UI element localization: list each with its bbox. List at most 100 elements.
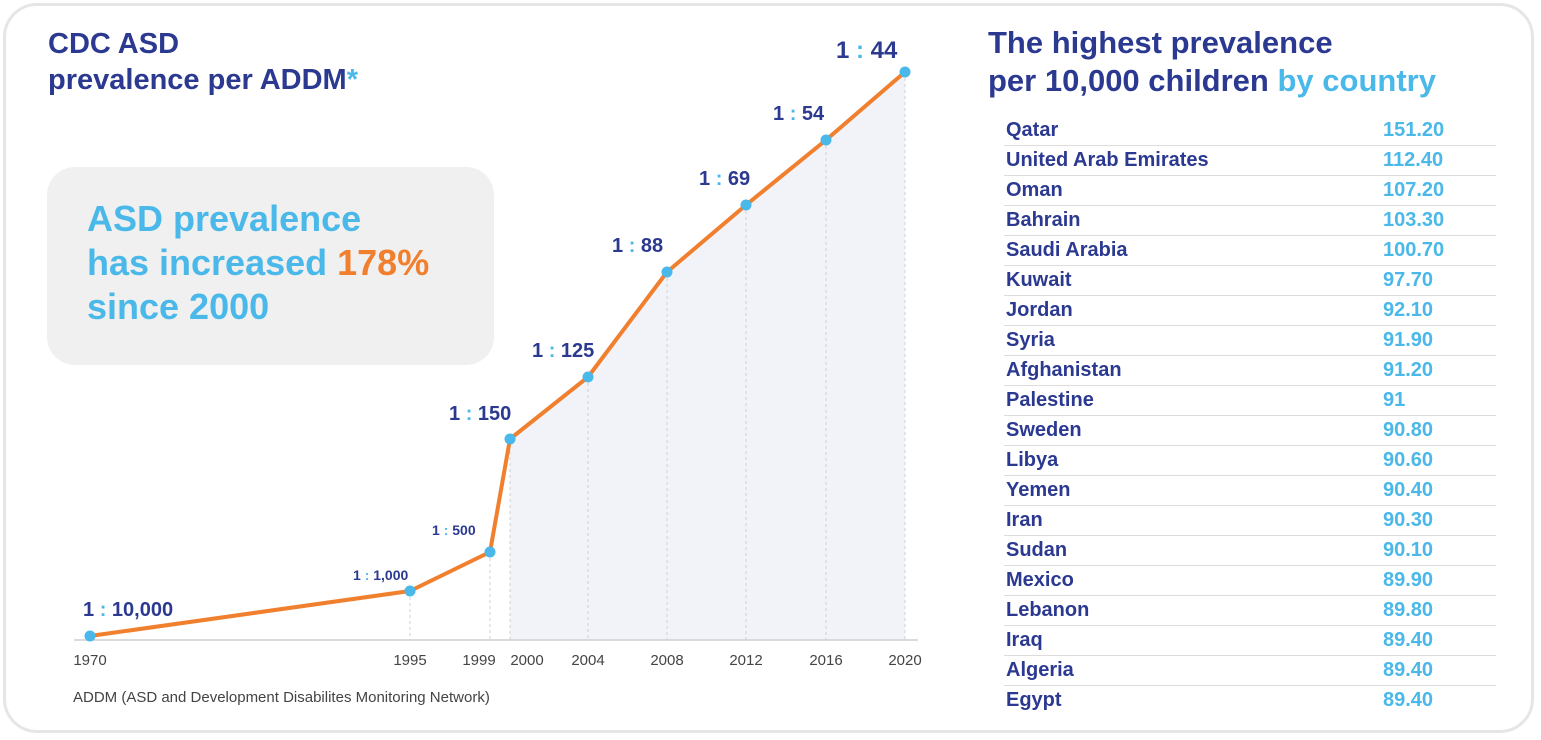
- country-name: Egypt: [1006, 689, 1062, 711]
- x-tick-label: 2008: [650, 652, 683, 669]
- x-tick-label: 1999: [462, 652, 495, 669]
- table-row: Algeria 89.40: [1004, 656, 1496, 686]
- table-row: Libya 90.60: [1004, 446, 1496, 476]
- data-point: [740, 199, 752, 211]
- prevalence-value: 89.90: [1383, 569, 1434, 591]
- data-label: 1 : 88: [612, 235, 663, 257]
- country-name: Yemen: [1006, 479, 1071, 501]
- x-tick-label: 2004: [571, 652, 604, 669]
- data-point: [404, 585, 416, 597]
- table-title-highlight: by country: [1277, 63, 1436, 98]
- prevalence-value: 89.40: [1383, 689, 1434, 711]
- table-row: Palestine 91: [1004, 386, 1496, 416]
- country-name: Sudan: [1006, 539, 1068, 561]
- country-name: Kuwait: [1006, 269, 1072, 291]
- data-point: [582, 371, 594, 383]
- country-name: Syria: [1006, 329, 1055, 351]
- country-name: Lebanon: [1006, 599, 1090, 621]
- country-name: Libya: [1006, 449, 1059, 471]
- x-tick-label: 2016: [809, 652, 842, 669]
- country-name: Palestine: [1006, 389, 1094, 411]
- table-row: Sweden 90.80: [1004, 416, 1496, 446]
- data-label: 1 : 1,000: [353, 567, 408, 583]
- prevalence-value: 100.70: [1383, 239, 1445, 261]
- data-label: 1 : 150: [449, 403, 511, 425]
- prevalence-value: 90.10: [1383, 539, 1434, 561]
- prevalence-value: 151.20: [1383, 119, 1445, 141]
- prevalence-value: 112.40: [1383, 149, 1444, 171]
- data-point: [504, 433, 516, 445]
- table-row: Lebanon 89.80: [1004, 596, 1496, 626]
- table-row: Egypt 89.40: [1004, 686, 1496, 716]
- table-row: Kuwait 97.70: [1004, 266, 1496, 296]
- callout-line2-text: has increased: [87, 242, 338, 283]
- prevalence-value: 107.20: [1383, 179, 1445, 201]
- table-row: United Arab Emirates 112.40: [1004, 146, 1496, 176]
- data-label: 1 : 10,000: [83, 599, 173, 621]
- data-label: 1 : 44: [836, 37, 898, 64]
- prevalence-value: 92.10: [1383, 299, 1434, 321]
- table-row: Jordan 92.10: [1004, 296, 1496, 326]
- prevalence-line-chart: 1 : 10,000 1 : 1,000 1 : 500 1 : 150 1 : 125…: [73, 37, 921, 669]
- callout-text: ASD prevalence has increased 178% since …: [87, 197, 429, 329]
- country-name: Qatar: [1006, 119, 1059, 141]
- country-name: Iran: [1006, 509, 1043, 531]
- chart-title-line1: CDC ASD: [48, 28, 180, 60]
- callout-line3: since 2000: [87, 286, 270, 327]
- increase-callout: ASD prevalence has increased 178% since …: [47, 167, 494, 365]
- country-name: Afghanistan: [1006, 359, 1122, 381]
- table-row: Iran 90.30: [1004, 506, 1496, 536]
- prevalence-value: 90.80: [1383, 419, 1434, 441]
- callout-percent: 178%: [337, 242, 430, 283]
- prevalence-value: 89.40: [1383, 659, 1434, 681]
- chart-title: CDC ASD prevalence per ADDM*: [48, 26, 358, 98]
- prevalence-value: 97.70: [1383, 269, 1434, 291]
- table-row: Sudan 90.10: [1004, 536, 1496, 566]
- prevalence-value: 91.90: [1383, 329, 1434, 351]
- country-name: Algeria: [1006, 659, 1074, 681]
- chart-title-line2: prevalence per ADDM*: [48, 62, 358, 98]
- prevalence-value: 103.30: [1383, 209, 1445, 231]
- footnote: ADDM (ASD and Development Disabilites Mo…: [73, 689, 490, 706]
- x-tick-label: 1995: [393, 652, 426, 669]
- data-point: [899, 66, 911, 78]
- table-row: Qatar 151.20: [1004, 116, 1496, 146]
- country-prevalence-table: Qatar 151.20 United Arab Emirates 112.40 Oma…: [1004, 116, 1496, 716]
- country-name: Bahrain: [1006, 209, 1081, 231]
- prevalence-value: 89.40: [1383, 629, 1434, 651]
- prevalence-value: 91.20: [1383, 359, 1434, 381]
- table-title-line1: The highest prevalence: [988, 25, 1333, 60]
- table-row: Oman 107.20: [1004, 176, 1496, 206]
- table-row: Syria 91.90: [1004, 326, 1496, 356]
- data-point: [84, 630, 96, 642]
- table-row: Iraq 89.40: [1004, 626, 1496, 656]
- x-tick-label: 1970: [73, 652, 106, 669]
- country-name: Sweden: [1006, 419, 1082, 441]
- table-row: Saudi Arabia 100.70: [1004, 236, 1496, 266]
- country-name: Mexico: [1006, 569, 1074, 591]
- x-tick-label: 2012: [729, 652, 762, 669]
- data-label: 1 : 125: [532, 340, 594, 362]
- prevalence-value: 90.40: [1383, 479, 1434, 501]
- country-name: Saudi Arabia: [1006, 239, 1128, 261]
- data-label: 1 : 54: [773, 103, 825, 125]
- country-name: Iraq: [1006, 629, 1043, 651]
- country-name: Oman: [1006, 179, 1063, 201]
- x-tick-label: 2020: [888, 652, 921, 669]
- table-row: Bahrain 103.30: [1004, 206, 1496, 236]
- data-point: [484, 546, 496, 558]
- data-point: [820, 134, 832, 146]
- data-label: 1 : 500: [432, 522, 476, 538]
- prevalence-value: 91: [1383, 389, 1406, 411]
- table-title: The highest prevalence per 10,000 childr…: [988, 24, 1436, 100]
- prevalence-value: 90.60: [1383, 449, 1434, 471]
- callout-line1: ASD prevalence: [87, 198, 362, 239]
- shaded-area-since-2000: [510, 72, 905, 640]
- table-row: Afghanistan 91.20: [1004, 356, 1496, 386]
- callout-line2: has increased 178%: [87, 241, 429, 285]
- table-row: Yemen 90.40: [1004, 476, 1496, 506]
- prevalence-value: 89.80: [1383, 599, 1434, 621]
- table-row: Mexico 89.90: [1004, 566, 1496, 596]
- asterisk-mark: *: [346, 64, 358, 96]
- data-point: [661, 266, 673, 278]
